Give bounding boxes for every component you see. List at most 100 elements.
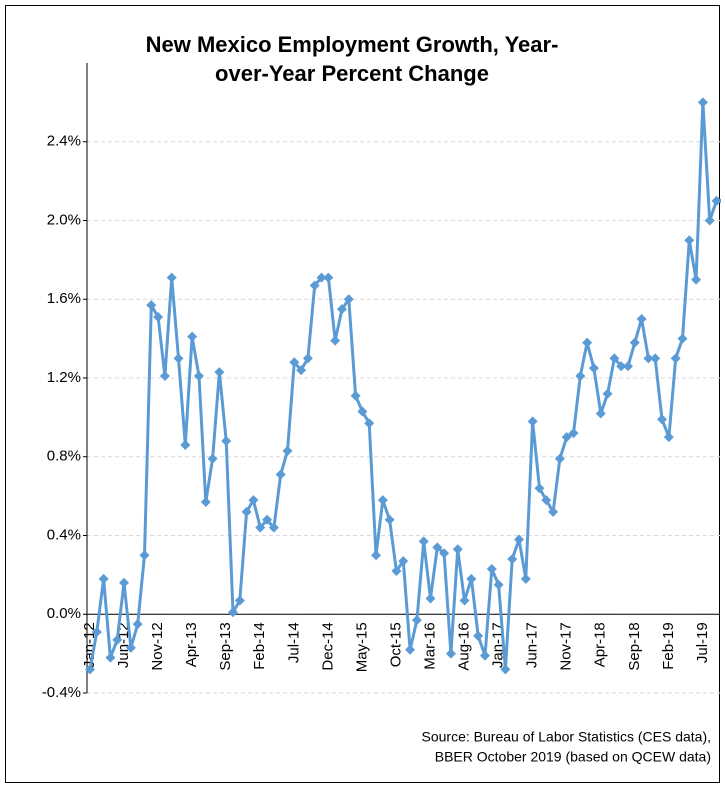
data-marker: [527, 416, 538, 427]
data-marker: [663, 432, 674, 443]
data-line: [88, 100, 721, 671]
data-marker: [85, 664, 95, 675]
data-marker: [507, 554, 518, 565]
x-tick-label: Jul-14: [285, 622, 302, 663]
x-tick-label: Feb-14: [251, 622, 268, 670]
x-tick-label: Oct-15: [387, 622, 404, 667]
data-marker: [343, 294, 354, 305]
y-tick-label: 0.0%: [47, 605, 81, 622]
data-marker: [445, 648, 456, 659]
data-marker: [173, 353, 184, 364]
data-marker: [418, 536, 429, 547]
data-marker: [330, 335, 341, 346]
x-tick-label: Mar-16: [421, 622, 438, 670]
data-marker: [296, 365, 307, 376]
data-marker: [207, 453, 218, 464]
data-marker: [357, 406, 368, 417]
data-marker: [704, 215, 715, 226]
data-marker: [684, 235, 695, 246]
source-note: BBER October 2019 (based on QCEW data): [435, 749, 711, 765]
data-marker: [541, 495, 552, 506]
data-marker: [336, 304, 347, 315]
data-marker: [187, 331, 198, 342]
data-marker: [500, 664, 511, 675]
data-marker: [248, 495, 259, 506]
y-tick-label: 0.4%: [47, 526, 81, 543]
data-marker: [514, 534, 525, 545]
source-note: Source: Bureau of Labor Statistics (CES …: [422, 729, 711, 745]
data-marker: [193, 371, 204, 382]
data-marker: [493, 579, 504, 590]
data-marker: [405, 644, 416, 655]
data-marker: [629, 337, 640, 348]
data-marker: [602, 388, 613, 399]
chart-border: [5, 5, 720, 783]
data-marker: [350, 390, 361, 401]
x-tick-label: Nov-12: [149, 622, 166, 670]
data-marker: [534, 483, 545, 494]
data-marker: [582, 337, 593, 348]
x-tick-label: Aug-16: [456, 622, 473, 670]
data-marker: [153, 311, 164, 322]
data-marker: [234, 595, 245, 606]
data-marker: [302, 353, 313, 364]
data-marker: [146, 300, 157, 311]
x-tick-label: Jul-19: [694, 622, 711, 663]
data-marker: [636, 313, 647, 324]
data-marker: [479, 650, 490, 661]
data-marker: [384, 514, 395, 525]
chart-title: New Mexico Employment Growth, Year-: [146, 32, 559, 57]
data-marker: [105, 652, 116, 663]
data-marker: [554, 453, 565, 464]
data-marker: [125, 642, 136, 653]
y-tick-label: 1.2%: [47, 369, 81, 386]
data-marker: [459, 595, 470, 606]
data-marker: [595, 408, 606, 419]
data-marker: [548, 506, 559, 517]
data-marker: [262, 514, 273, 525]
x-tick-label: Apr-13: [183, 622, 200, 667]
data-marker: [677, 333, 688, 344]
x-tick-label: Feb-19: [660, 622, 677, 670]
x-tick-label: Nov-17: [558, 622, 575, 670]
data-marker: [520, 573, 531, 584]
data-marker: [711, 195, 721, 206]
data-marker: [139, 550, 150, 561]
data-marker: [697, 97, 708, 108]
data-marker: [609, 353, 620, 364]
data-marker: [466, 573, 477, 584]
x-tick-label: May-15: [353, 622, 370, 672]
data-marker: [452, 544, 463, 555]
data-marker: [112, 634, 123, 645]
y-tick-label: -0.4%: [42, 684, 81, 701]
data-marker: [377, 495, 388, 506]
data-marker: [718, 198, 721, 204]
data-marker: [91, 626, 102, 637]
data-marker: [391, 565, 402, 576]
data-marker: [371, 550, 382, 561]
data-marker: [561, 432, 572, 443]
x-tick-label: Dec-14: [319, 622, 336, 670]
data-marker: [309, 280, 320, 291]
x-tick-label: Sep-13: [217, 622, 234, 670]
data-marker: [255, 522, 266, 533]
data-marker: [241, 506, 252, 517]
data-marker: [398, 556, 409, 567]
data-marker: [268, 522, 279, 533]
data-marker: [691, 274, 702, 285]
data-marker: [643, 353, 654, 364]
y-tick-label: 1.6%: [47, 290, 81, 307]
y-tick-label: 2.4%: [47, 133, 81, 150]
data-marker: [282, 445, 293, 456]
data-marker: [98, 573, 109, 584]
data-marker: [432, 542, 443, 553]
x-tick-label: Apr-18: [592, 622, 609, 667]
x-tick-label: Jun-17: [524, 622, 541, 668]
data-marker: [473, 630, 484, 641]
data-marker: [132, 619, 143, 630]
data-marker: [568, 428, 579, 439]
plot-area: [85, 97, 721, 675]
data-marker: [657, 414, 668, 425]
data-marker: [323, 272, 334, 283]
